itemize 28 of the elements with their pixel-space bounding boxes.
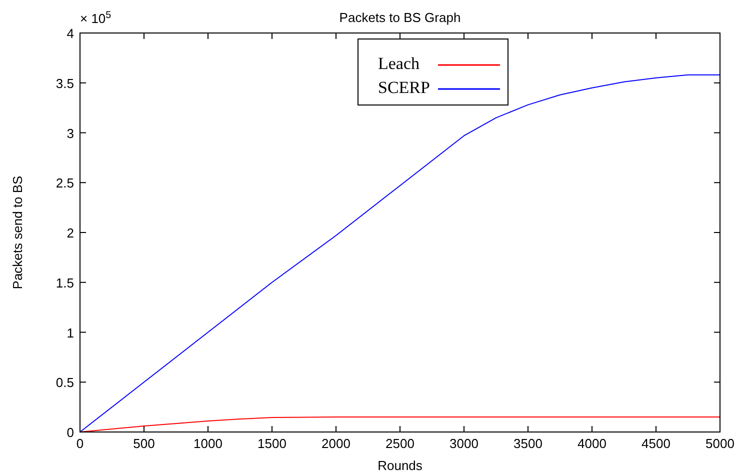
x-tick-label: 4000 xyxy=(578,436,606,451)
y-tick-label: 1 xyxy=(66,325,74,340)
y-tick-label: 2.5 xyxy=(56,176,74,191)
y-tick-label: 0 xyxy=(66,425,74,440)
x-tick-label: 2500 xyxy=(386,436,414,451)
x-tick-label: 3000 xyxy=(450,436,478,451)
x-tick-label: 4500 xyxy=(642,436,670,451)
y-axis-title: Packets send to BS xyxy=(10,175,25,290)
x-tick-label: 3500 xyxy=(514,436,542,451)
line-series xyxy=(80,74,720,432)
y-tick-label: 3.5 xyxy=(56,76,74,91)
y-tick-label: 4 xyxy=(66,26,74,41)
legend-label: Leach xyxy=(378,54,420,73)
legend-label: SCERP xyxy=(378,78,430,97)
x-tick-label: 5000 xyxy=(706,436,734,451)
line-series xyxy=(80,416,720,432)
y-tick-label: 2 xyxy=(66,226,74,240)
y-tick-label: 3 xyxy=(66,126,74,141)
x-tick-label: 2000 xyxy=(322,436,350,451)
chart-title: Packets to BS Graph xyxy=(339,10,461,25)
text: × 10$^{5}$ xyxy=(80,10,112,26)
y-tick-label: 0.5 xyxy=(56,375,74,390)
x-tick-label: 1000 xyxy=(194,436,222,451)
x-tick-label: 0 xyxy=(76,436,84,451)
y-tick-label: 1.5 xyxy=(56,275,74,290)
x-tick-label: 500 xyxy=(133,436,155,451)
x-axis-title: Rounds xyxy=(378,458,423,473)
x-tick-label: 1500 xyxy=(258,436,286,451)
